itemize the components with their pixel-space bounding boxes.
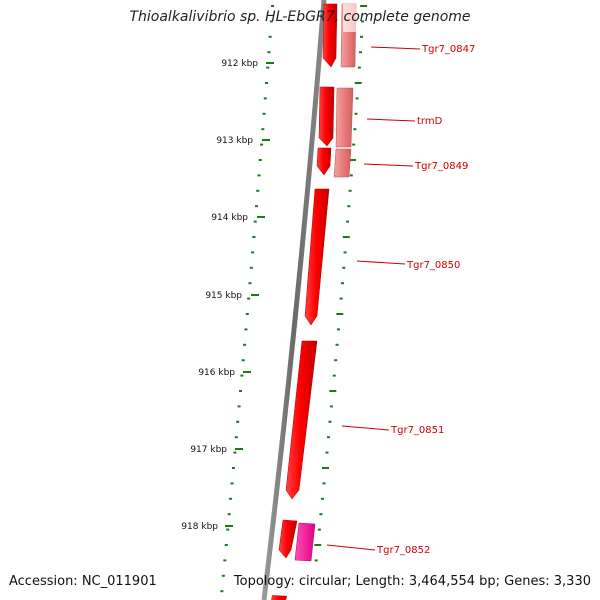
- scale-tick-label: 917 kbp: [190, 445, 227, 455]
- gene-label-leader: [363, 163, 414, 167]
- gene-label-leader: [366, 118, 416, 122]
- genome-backbone: [261, 0, 327, 600]
- scale-tick-label: 913 kbp: [216, 136, 253, 146]
- scale-tick-label: 914 kbp: [211, 213, 248, 223]
- gene-label-leader: [370, 46, 421, 50]
- gene-arrow-tgr7-0852-b[interactable]: [294, 522, 316, 562]
- gene-arrow-partial: [271, 595, 287, 600]
- accession-text: Accession: NC_011901: [9, 574, 157, 589]
- gene-label-leader: [326, 544, 376, 551]
- gene-label-tgr7-0850[interactable]: Tgr7_0850: [406, 260, 460, 271]
- gene-features: [271, 3, 357, 600]
- gene-arrow-faded: [343, 4, 356, 32]
- gene-label-leader: [356, 260, 406, 265]
- gene-arrow-trmd[interactable]: [318, 86, 335, 147]
- gene-arrow-tgr7-0849-b[interactable]: [333, 148, 352, 178]
- scale-tick-label: 915 kbp: [205, 291, 242, 301]
- inner-tick-track: [220, 5, 275, 593]
- gene-arrow-tgr7-0847[interactable]: [322, 3, 338, 68]
- scale-ticks: 912 kbp 913 kbp 914 kbp 915 kbp 916 kbp …: [181, 59, 274, 532]
- gene-labels: Tgr7_0847 trmD Tgr7_0849 Tgr7_0850 Tgr7_…: [326, 44, 475, 556]
- outer-tick-track: [314, 5, 368, 562]
- gene-label-tgr7-0849[interactable]: Tgr7_0849: [414, 161, 468, 172]
- gene-arrow-tgr7-0850[interactable]: [304, 188, 330, 326]
- scale-tick-label: 918 kbp: [181, 522, 218, 532]
- gene-label-tgr7-0852[interactable]: Tgr7_0852: [376, 545, 430, 556]
- gene-arrow-tgr7-0852[interactable]: [278, 519, 298, 559]
- gene-label-tgr7-0847[interactable]: Tgr7_0847: [421, 44, 475, 55]
- gene-arrow-trmd-b[interactable]: [335, 87, 354, 148]
- genome-summary-text: Topology: circular; Length: 3,464,554 bp…: [233, 574, 591, 589]
- genome-title: Thioalkalivibrio sp. HL-EbGR7, complete …: [129, 9, 471, 25]
- gene-arrow-tgr7-0849[interactable]: [316, 147, 332, 176]
- gene-arrow-tgr7-0851[interactable]: [285, 340, 318, 500]
- gene-label-trmd[interactable]: trmD: [417, 116, 443, 127]
- gene-label-leader: [341, 425, 390, 431]
- gene-label-tgr7-0851[interactable]: Tgr7_0851: [390, 425, 444, 436]
- scale-tick-label: 916 kbp: [198, 368, 235, 378]
- scale-tick-label: 912 kbp: [221, 59, 258, 69]
